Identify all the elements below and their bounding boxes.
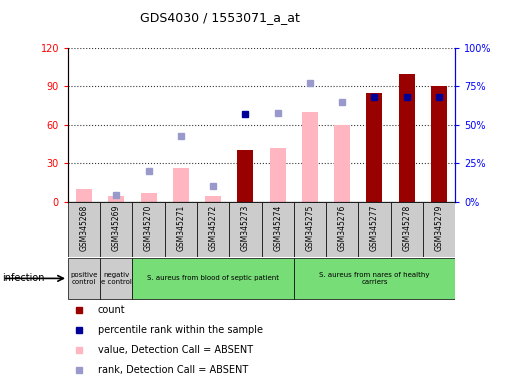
Text: negativ
e control: negativ e control xyxy=(101,272,132,285)
Text: percentile rank within the sample: percentile rank within the sample xyxy=(98,325,263,335)
Bar xyxy=(108,197,124,202)
FancyBboxPatch shape xyxy=(358,202,391,257)
Bar xyxy=(173,168,189,202)
Bar xyxy=(399,74,415,202)
Text: GSM345270: GSM345270 xyxy=(144,204,153,251)
FancyBboxPatch shape xyxy=(391,202,423,257)
Bar xyxy=(237,151,254,202)
Text: count: count xyxy=(98,305,125,314)
Text: GSM345276: GSM345276 xyxy=(338,204,347,251)
FancyBboxPatch shape xyxy=(294,258,455,299)
Text: positive
control: positive control xyxy=(71,272,98,285)
Bar xyxy=(141,193,157,202)
Bar xyxy=(302,112,318,202)
Bar xyxy=(205,197,221,202)
Bar xyxy=(431,86,447,202)
Text: GSM345272: GSM345272 xyxy=(209,204,218,251)
Text: GSM345274: GSM345274 xyxy=(273,204,282,251)
Text: S. aureus from nares of healthy
carriers: S. aureus from nares of healthy carriers xyxy=(319,272,429,285)
Bar xyxy=(366,93,382,202)
Text: GSM345273: GSM345273 xyxy=(241,204,250,251)
FancyBboxPatch shape xyxy=(197,202,229,257)
Text: GSM345275: GSM345275 xyxy=(305,204,314,251)
Text: GSM345269: GSM345269 xyxy=(112,204,121,251)
Text: GDS4030 / 1553071_a_at: GDS4030 / 1553071_a_at xyxy=(140,12,300,25)
FancyBboxPatch shape xyxy=(423,202,455,257)
FancyBboxPatch shape xyxy=(68,258,100,299)
FancyBboxPatch shape xyxy=(68,202,100,257)
FancyBboxPatch shape xyxy=(294,202,326,257)
Text: GSM345278: GSM345278 xyxy=(402,204,411,251)
FancyBboxPatch shape xyxy=(132,202,165,257)
Text: rank, Detection Call = ABSENT: rank, Detection Call = ABSENT xyxy=(98,366,248,376)
Text: infection: infection xyxy=(3,273,45,283)
Text: GSM345277: GSM345277 xyxy=(370,204,379,251)
FancyBboxPatch shape xyxy=(229,202,262,257)
Text: value, Detection Call = ABSENT: value, Detection Call = ABSENT xyxy=(98,345,253,355)
Text: GSM345279: GSM345279 xyxy=(435,204,444,251)
Text: S. aureus from blood of septic patient: S. aureus from blood of septic patient xyxy=(147,275,279,281)
Bar xyxy=(269,148,286,202)
FancyBboxPatch shape xyxy=(100,202,132,257)
FancyBboxPatch shape xyxy=(326,202,358,257)
Bar xyxy=(76,189,92,202)
FancyBboxPatch shape xyxy=(132,258,294,299)
Bar xyxy=(334,125,350,202)
Text: GSM345271: GSM345271 xyxy=(176,204,185,251)
FancyBboxPatch shape xyxy=(165,202,197,257)
FancyBboxPatch shape xyxy=(100,258,132,299)
Text: GSM345268: GSM345268 xyxy=(79,204,88,251)
FancyBboxPatch shape xyxy=(262,202,294,257)
